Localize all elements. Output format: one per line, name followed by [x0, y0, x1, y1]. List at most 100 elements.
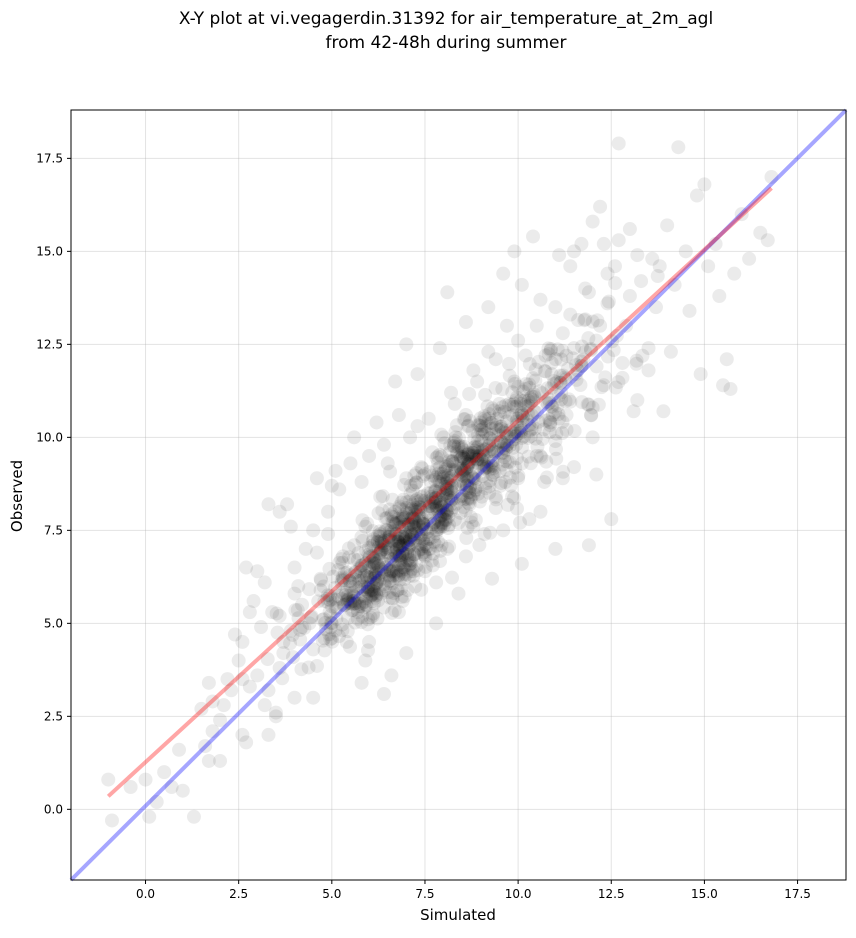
scatter-point: [394, 564, 409, 579]
scatter-point: [480, 399, 495, 414]
scatter-point: [514, 456, 529, 471]
scatter-point: [584, 343, 599, 358]
scatter-point: [514, 406, 529, 421]
scatter-point: [352, 596, 367, 611]
scatter-point: [538, 413, 553, 428]
scatter-point: [352, 574, 367, 589]
scatter-point: [381, 568, 396, 583]
scatter-point: [385, 564, 400, 579]
scatter-point: [574, 339, 589, 354]
scatter-point: [235, 672, 250, 687]
scatter-point: [318, 615, 333, 630]
scatter-point: [340, 594, 355, 609]
scatter-point: [509, 390, 524, 405]
scatter-point: [395, 594, 410, 609]
scatter-point: [400, 553, 415, 568]
scatter-point: [374, 533, 389, 548]
scatter-point: [313, 573, 328, 588]
scatter-point: [537, 474, 552, 489]
scatter-point: [445, 485, 460, 500]
scatter-point: [175, 783, 190, 798]
scatter-point: [471, 456, 486, 471]
scatter-point: [375, 545, 390, 560]
scatter-point: [372, 524, 387, 539]
scatter-point: [554, 352, 569, 367]
scatter-point: [397, 532, 412, 547]
scatter-point: [460, 450, 475, 465]
scatter-point: [334, 573, 349, 588]
scatter-point: [392, 527, 407, 542]
scatter-point: [416, 518, 431, 533]
scatter-point: [549, 426, 564, 441]
scatter-point: [742, 251, 757, 266]
scatter-point: [441, 468, 456, 483]
scatter-point: [324, 478, 339, 493]
scatter-point: [591, 397, 606, 412]
scatter-point: [372, 582, 387, 597]
scatter-point: [235, 634, 250, 649]
scatter-point: [444, 478, 459, 493]
scatter-point: [439, 481, 454, 496]
scatter-point: [317, 631, 332, 646]
scatter-point: [403, 556, 418, 571]
scatter-point: [286, 650, 301, 665]
scatter-point: [608, 276, 623, 291]
scatter-point: [434, 499, 449, 514]
scatter-point: [463, 479, 478, 494]
scatter-point: [404, 503, 419, 518]
scatter-point: [467, 443, 482, 458]
scatter-point: [482, 437, 497, 452]
scatter-point: [573, 378, 588, 393]
scatter-point: [404, 555, 419, 570]
scatter-point: [318, 622, 333, 637]
scatter-point: [391, 558, 406, 573]
scatter-point: [433, 519, 448, 534]
scatter-point: [433, 469, 448, 484]
scatter-point: [427, 498, 442, 513]
scatter-point: [364, 583, 379, 598]
scatter-point: [544, 367, 559, 382]
scatter-point: [328, 463, 343, 478]
y-tick-label: 0.0: [44, 802, 63, 816]
scatter-point: [461, 490, 476, 505]
scatter-point: [476, 459, 491, 474]
scatter-points: [101, 136, 779, 828]
scatter-point: [445, 454, 460, 469]
scatter-point: [372, 566, 387, 581]
scatter-point: [435, 508, 450, 523]
scatter-point: [475, 442, 490, 457]
scatter-point: [606, 343, 621, 358]
scatter-point: [462, 456, 477, 471]
scatter-point: [365, 608, 380, 623]
scatter-point: [408, 514, 423, 529]
scatter-point: [477, 461, 492, 476]
scatter-point: [369, 556, 384, 571]
scatter-point: [454, 439, 469, 454]
scatter-point: [622, 288, 637, 303]
scatter-point: [520, 406, 535, 421]
scatter-point: [432, 341, 447, 356]
scatter-point: [396, 546, 411, 561]
scatter-point: [581, 397, 596, 412]
scatter-point: [498, 475, 513, 490]
scatter-point: [335, 549, 350, 564]
scatter-point: [453, 473, 468, 488]
scatter-point: [484, 442, 499, 457]
scatter-point: [444, 481, 459, 496]
scatter-point: [402, 494, 417, 509]
scatter-point: [415, 468, 430, 483]
scatter-point: [578, 312, 593, 327]
scatter-point: [509, 501, 524, 516]
scatter-point: [380, 541, 395, 556]
scatter-point: [388, 374, 403, 389]
scatter-point: [472, 494, 487, 509]
scatter-point: [362, 560, 377, 575]
scatter-point: [250, 564, 265, 579]
scatter-point: [512, 408, 527, 423]
scatter-point: [455, 465, 470, 480]
scatter-point: [513, 393, 528, 408]
scatter-point: [391, 569, 406, 584]
scatter-point: [505, 440, 520, 455]
scatter-point: [410, 492, 425, 507]
